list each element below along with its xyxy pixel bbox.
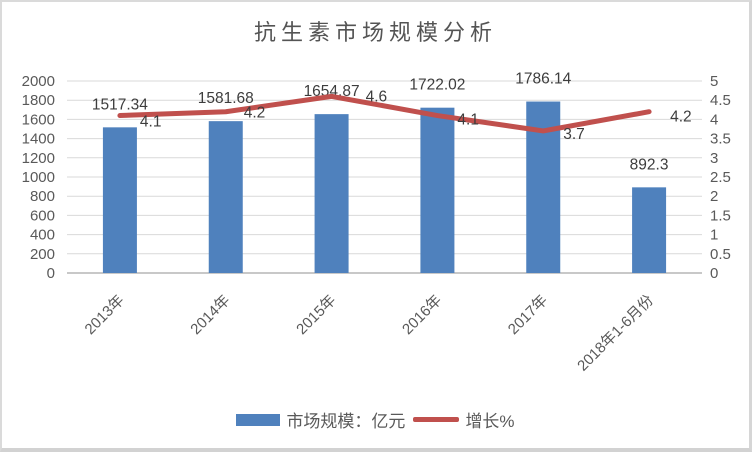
bar-data-label: 1517.34 [92,96,148,113]
legend-label-growth: 增长% [465,412,515,431]
x-axis-label: 2014年 [187,292,233,338]
legend-item-market-size: 市场规模：亿元 [236,407,405,432]
line-data-label: 4.2 [670,109,692,126]
bar-2013年 [102,127,137,273]
left-axis-tick: 1400 [22,131,55,148]
bar-2016年 [420,107,455,273]
line-data-label: 4.1 [457,112,479,129]
x-axis-label: 2013年 [82,292,128,338]
right-axis-tick: 1.5 [710,207,731,224]
left-axis-tick: 2000 [22,73,55,90]
left-axis-tick: 800 [30,188,55,205]
x-axis-label: 2017年 [505,292,551,338]
left-axis-tick: 200 [30,246,55,263]
left-axis-tick: 1800 [22,92,55,109]
right-axis-tick: 0 [710,265,718,282]
right-axis-tick: 0.5 [710,246,731,263]
left-axis-tick: 0 [47,265,55,282]
bar-2018年1-6月份 [632,187,667,273]
bar-2015年 [314,114,349,273]
left-axis-tick: 1000 [22,169,55,186]
bar-data-label: 1786.14 [515,71,571,88]
legend-line-swatch [413,417,460,422]
bar-2014年 [208,121,243,273]
x-axis-label: 2015年 [293,292,339,338]
left-axis-tick: 600 [30,207,55,224]
right-axis-tick: 1 [710,227,718,244]
x-axis-label: 2018年1-6月份 [574,292,657,375]
left-axis-tick: 1200 [22,150,55,167]
bar-data-label: 1581.68 [198,90,254,107]
left-axis-tick: 400 [30,227,55,244]
line-data-label: 4.2 [244,105,266,122]
right-axis-tick: 5 [710,73,718,90]
legend: 市场规模：亿元 增长% [2,407,749,432]
legend-bar-swatch [236,413,281,426]
bar-data-label: 892.3 [630,156,669,173]
chart-title: 抗生素市场规模分析 [253,20,497,45]
line-data-label: 3.7 [563,126,585,143]
x-axis-label: 2016年 [399,292,445,338]
growth-line [117,93,652,134]
right-axis-tick: 2 [710,188,718,205]
legend-label-market-size: 市场规模：亿元 [286,412,406,431]
right-axis-tick: 4 [710,111,718,128]
legend-item-growth: 增长% [413,407,515,432]
right-axis-tick: 2.5 [710,169,731,186]
right-axis-tick: 3 [710,150,718,167]
line-data-label: 4.1 [140,114,162,131]
line-data-label: 4.6 [366,88,388,105]
left-axis-tick: 1600 [22,111,55,128]
right-axis-tick: 4.5 [710,92,731,109]
right-axis-tick: 3.5 [710,131,731,148]
bar-data-label: 1722.02 [409,77,465,94]
